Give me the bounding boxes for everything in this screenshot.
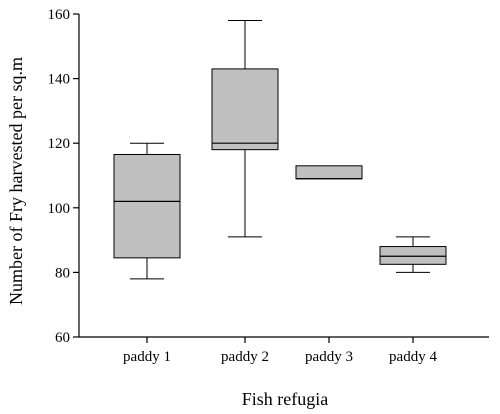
box-paddy-3 — [295, 165, 363, 180]
y-tick-label: 140 — [48, 72, 71, 88]
y-tick-label: 160 — [48, 7, 71, 23]
x-tick-label: paddy 2 — [221, 349, 269, 365]
box-paddy-1 — [113, 154, 181, 259]
y-tick-label: 100 — [48, 201, 71, 217]
y-tick-label: 120 — [48, 136, 71, 152]
x-tick-label: paddy 3 — [305, 349, 353, 365]
y-tick-label: 60 — [55, 330, 70, 346]
plot-area: 60 80 100 120 140 160 paddy 1 paddy 2 paddy 3 pad… — [48, 7, 489, 365]
x-axis-title: Fish refugia — [242, 389, 328, 409]
box-paddy-4 — [379, 246, 447, 265]
y-tick-label: 80 — [55, 265, 70, 281]
x-tick-label: paddy 1 — [123, 349, 171, 365]
box-paddy-2 — [211, 68, 279, 151]
y-axis-title: Number of Fry harvested per sq.m — [6, 57, 26, 305]
x-tick-label: paddy 4 — [389, 349, 437, 365]
